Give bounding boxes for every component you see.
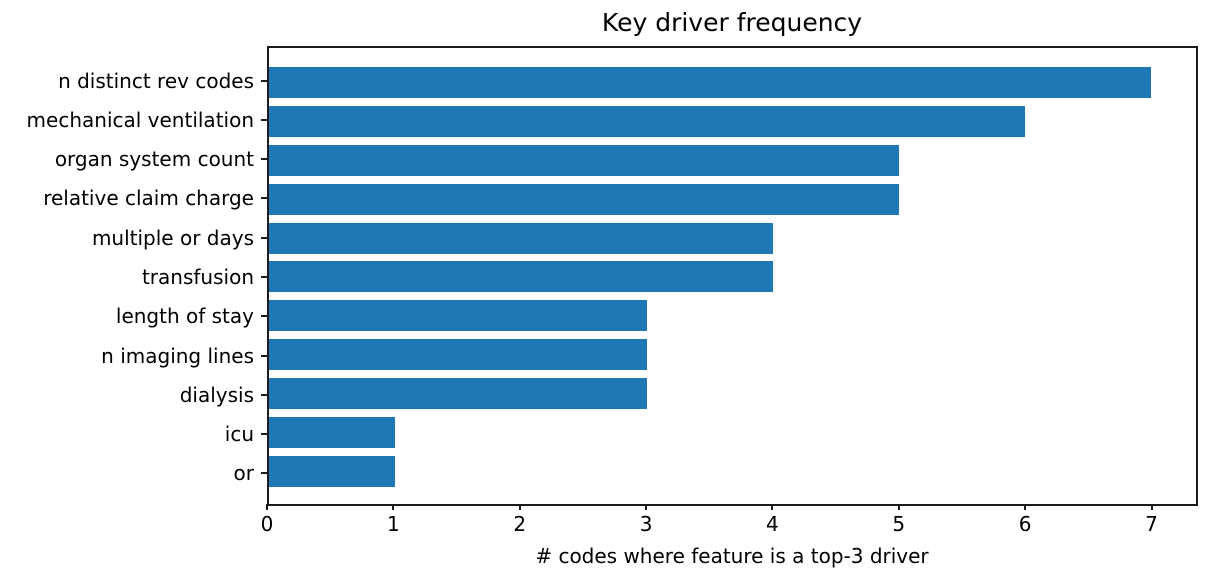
x-tick-mark <box>518 504 521 510</box>
y-tick-relative-claim-charge: relative claim charge <box>0 183 267 214</box>
bar-organ-system-count <box>269 144 899 176</box>
y-tick-n-distinct-rev-codes: n distinct rev codes <box>0 65 267 96</box>
y-tick-label: dialysis <box>179 382 254 407</box>
y-tick-label: multiple or days <box>91 225 254 250</box>
x-axis-label: # codes where feature is a top-3 driver <box>535 544 929 568</box>
bar-row-icu <box>269 417 1196 449</box>
x-tick-mark <box>266 504 268 510</box>
bar-relative-claim-charge <box>269 183 899 215</box>
x-tick-mark <box>645 504 648 510</box>
y-tick-mark <box>261 315 267 318</box>
y-tick-transfusion: transfusion <box>0 261 267 292</box>
y-tick-label: icu <box>224 422 254 447</box>
bar-dialysis <box>269 378 647 410</box>
y-tick-mark <box>261 354 267 357</box>
chart-title: Key driver frequency <box>601 8 863 37</box>
y-tick-organ-system-count: organ system count <box>0 144 267 175</box>
y-tick-mark <box>261 472 267 475</box>
x-tick-label: 3 <box>639 512 653 536</box>
bar-row-organ-system-count <box>269 144 1196 176</box>
y-tick-dialysis: dialysis <box>0 379 267 410</box>
bar-row-relative-claim-charge <box>269 183 1196 215</box>
y-tick-label: n distinct rev codes <box>58 68 254 93</box>
y-tick-mark <box>261 158 267 161</box>
x-tick-label: 5 <box>892 512 906 536</box>
bar-n-imaging-lines <box>269 339 647 371</box>
bar-multiple-or-days <box>269 222 773 254</box>
y-tick-icu: icu <box>0 419 267 450</box>
x-tick-label: 1 <box>386 512 400 536</box>
bar-row-or <box>269 455 1196 487</box>
bar-transfusion <box>269 261 773 293</box>
bar-icu <box>269 417 395 449</box>
bar-row-transfusion <box>269 261 1196 293</box>
y-tick-label: organ system count <box>54 147 254 172</box>
y-tick-label: transfusion <box>141 264 254 289</box>
y-tick-mark <box>261 236 267 239</box>
bar-mechanical-ventilation <box>269 105 1025 137</box>
x-tick-mark <box>1024 504 1027 510</box>
bar-row-multiple-or-days <box>269 222 1196 254</box>
y-tick-mark <box>261 433 267 436</box>
y-tick-multiple-or-days: multiple or days <box>0 222 267 253</box>
bar-row-dialysis <box>269 378 1196 410</box>
y-tick-length-of-stay: length of stay <box>0 301 267 332</box>
bar-row-n-imaging-lines <box>269 339 1196 371</box>
y-tick-mechanical-ventilation: mechanical ventilation <box>0 104 267 135</box>
bar-row-n-distinct-rev-codes <box>269 67 1196 98</box>
y-axis: n distinct rev codes mechanical ventilati… <box>0 46 267 506</box>
y-tick-mark <box>261 79 267 82</box>
bar-row-mechanical-ventilation <box>269 105 1196 137</box>
bar-row-length-of-stay <box>269 300 1196 332</box>
bar-length-of-stay <box>269 300 647 332</box>
x-tick-mark <box>1150 504 1153 510</box>
x-tick-label: 6 <box>1018 512 1032 536</box>
x-axis: 0 1 2 3 4 5 6 7 <box>261 504 1197 546</box>
y-tick-mark <box>261 275 267 278</box>
y-tick-or: or <box>0 458 267 489</box>
x-tick-label: 0 <box>260 512 274 536</box>
x-tick-mark <box>771 504 774 510</box>
y-tick-label: relative claim charge <box>43 186 254 211</box>
y-tick-mark <box>261 393 267 396</box>
bar-n-distinct-rev-codes <box>269 67 1151 98</box>
bar-or <box>269 455 395 487</box>
x-tick-mark <box>392 504 395 510</box>
x-tick-mark <box>897 504 900 510</box>
y-tick-label: or <box>233 461 254 486</box>
x-tick-label: 2 <box>513 512 527 536</box>
x-tick-label: 4 <box>766 512 779 536</box>
plot-area <box>267 46 1198 506</box>
y-tick-label: mechanical ventilation <box>26 107 254 132</box>
x-tick-label: 7 <box>1145 512 1158 536</box>
y-tick-label: length of stay <box>115 304 254 329</box>
y-tick-mark <box>261 118 267 121</box>
y-tick-n-imaging-lines: n imaging lines <box>0 340 267 371</box>
y-tick-label: n imaging lines <box>101 343 254 368</box>
y-tick-mark <box>261 197 267 200</box>
